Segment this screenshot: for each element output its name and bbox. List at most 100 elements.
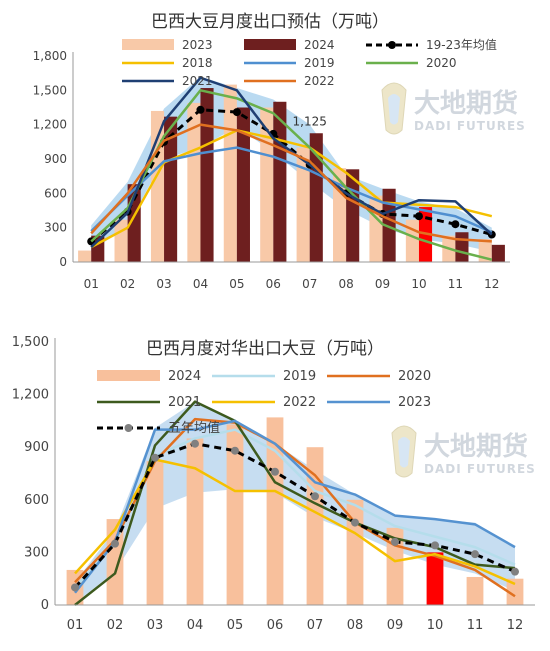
legend-label: 2019 bbox=[283, 369, 316, 384]
bar-2024-04 bbox=[200, 88, 214, 263]
y-tick-label: 300 bbox=[24, 545, 49, 560]
bar-2023-09 bbox=[369, 195, 383, 262]
x-tick-label: 06 bbox=[267, 618, 284, 633]
bar-2024-05 bbox=[236, 107, 250, 262]
marker-19-23年均值-10 bbox=[414, 212, 423, 221]
legend-item-2023: 2023 bbox=[122, 38, 213, 52]
x-tick-label: 05 bbox=[227, 618, 244, 633]
x-tick-label: 08 bbox=[338, 277, 353, 291]
chart-brazil-soy-export-forecast: 巴西大豆月度出口预估（万吨） 大地期货 DADI FUTURES 0 300 600 900… bbox=[0, 0, 550, 300]
legend-label: 2023 bbox=[182, 38, 213, 52]
legend-label: 五年均值 bbox=[168, 420, 220, 436]
line-19-23年均值 bbox=[90, 108, 493, 243]
x-tick-label: 07 bbox=[302, 277, 317, 291]
legend-label: 2020 bbox=[398, 369, 431, 384]
y-tick-label: 0 bbox=[59, 255, 67, 269]
legend-item-2022: 2022 bbox=[212, 395, 316, 410]
legend-item-2018: 2018 bbox=[122, 56, 213, 70]
x-tick-label: 02 bbox=[120, 277, 135, 291]
bar-2023-06 bbox=[260, 107, 274, 262]
y-tick-label: 1,500 bbox=[33, 83, 67, 97]
y-tick-label: 1,800 bbox=[33, 49, 67, 63]
x-tick-label: 01 bbox=[84, 277, 99, 291]
x-tick-label: 08 bbox=[347, 618, 364, 633]
bar-2023-04 bbox=[187, 102, 201, 262]
watermark-text-en: DADI FUTURES bbox=[424, 462, 536, 476]
watermark-text-cn: 大地期货 bbox=[414, 88, 518, 119]
x-tick-label: 03 bbox=[156, 277, 171, 291]
x-tick-label: 11 bbox=[467, 618, 484, 633]
x-tick-label: 12 bbox=[507, 618, 524, 633]
marker-19-23年均值-05 bbox=[232, 108, 241, 117]
legend-marker bbox=[124, 424, 133, 432]
legend-label: 2020 bbox=[426, 56, 457, 70]
legend-item-2019: 2019 bbox=[244, 56, 335, 70]
bar-2024-10 bbox=[426, 552, 444, 605]
line-五年均值 bbox=[73, 442, 516, 589]
bar-2023-03 bbox=[150, 110, 165, 262]
bar-2024-09 bbox=[382, 188, 396, 262]
bar-2024-02 bbox=[106, 519, 124, 605]
line-2022 bbox=[90, 123, 492, 243]
watermark-logo-inner-icon bbox=[398, 437, 410, 468]
legend-marker bbox=[388, 41, 396, 49]
marker-19-23年均值-11 bbox=[451, 220, 460, 229]
bar-2024-03 bbox=[164, 116, 178, 263]
legend-item-2024: 2024 bbox=[97, 369, 201, 384]
marker-五年均值-05 bbox=[231, 446, 239, 455]
x-tick-label: 10 bbox=[411, 277, 426, 291]
marker-19-23年均值-04 bbox=[196, 105, 205, 114]
x-tick-label: 04 bbox=[187, 618, 204, 633]
marker-五年均值-11 bbox=[471, 550, 479, 559]
x-tick-label: 09 bbox=[387, 618, 404, 633]
legend-item-2020: 2020 bbox=[366, 56, 457, 70]
legend-item-2024: 2024 bbox=[244, 38, 335, 52]
bar-2024-05 bbox=[226, 424, 244, 605]
bar-2024-11 bbox=[466, 576, 484, 605]
chart-brazil-soy-export-to-china: 巴西月度对华出口大豆（万吨） 大地期货 DADI FUTURES 0 300 600 900… bbox=[0, 325, 550, 647]
chart-title: 巴西大豆月度出口预估（万吨） bbox=[151, 12, 389, 32]
legend-label: 2021 bbox=[182, 74, 213, 88]
legend-label: 2022 bbox=[283, 395, 316, 410]
marker-五年均值-07 bbox=[311, 492, 319, 501]
line-2018 bbox=[90, 129, 493, 249]
y-tick-label: 0 bbox=[41, 598, 49, 613]
legend-item-2019: 2019 bbox=[212, 369, 316, 384]
legend-item-2021: 2021 bbox=[122, 74, 213, 88]
bar-2024-12 bbox=[491, 244, 505, 262]
chart-title: 巴西月度对华出口大豆（万吨） bbox=[146, 339, 384, 359]
legend-swatch bbox=[122, 39, 174, 50]
legend-label: 2024 bbox=[168, 369, 201, 384]
y-tick-label: 900 bbox=[24, 440, 49, 455]
line-2021 bbox=[74, 400, 516, 606]
legend-item-2020: 2020 bbox=[327, 369, 431, 384]
x-tick-label: 07 bbox=[307, 618, 324, 633]
data-label-annotation: 1,125 bbox=[293, 114, 327, 128]
bar-2024-04 bbox=[186, 438, 204, 605]
legend-label: 2018 bbox=[182, 56, 213, 70]
legend-label: 2019 bbox=[304, 56, 335, 70]
x-tick-label: 03 bbox=[147, 618, 164, 633]
legend-item-2022: 2022 bbox=[244, 74, 335, 88]
line-2023 bbox=[74, 419, 516, 594]
legend-item-2023: 2023 bbox=[327, 395, 431, 410]
marker-五年均值-01 bbox=[71, 583, 79, 592]
y-tick-label: 300 bbox=[44, 221, 67, 235]
marker-五年均值-10 bbox=[431, 541, 439, 550]
x-tick-label: 10 bbox=[427, 618, 444, 633]
legend-item-2021: 2021 bbox=[97, 395, 201, 410]
line-2021 bbox=[90, 76, 493, 249]
bar-2023-01 bbox=[78, 250, 92, 262]
bar-2024-06 bbox=[266, 417, 284, 605]
x-tick-label: 04 bbox=[193, 277, 208, 291]
marker-五年均值-08 bbox=[351, 518, 359, 527]
marker-五年均值-06 bbox=[271, 467, 279, 476]
marker-五年均值-03 bbox=[151, 453, 159, 462]
legend-label: 2023 bbox=[398, 395, 431, 410]
legend-swatch bbox=[97, 370, 160, 381]
y-tick-label: 900 bbox=[44, 152, 67, 166]
